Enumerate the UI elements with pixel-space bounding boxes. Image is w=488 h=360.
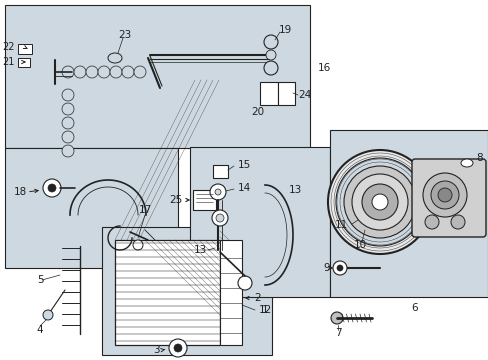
Circle shape [48, 184, 56, 192]
Circle shape [174, 344, 182, 352]
Circle shape [110, 66, 122, 78]
Circle shape [336, 265, 342, 271]
Text: 4: 4 [37, 325, 43, 335]
Circle shape [422, 173, 466, 217]
Circle shape [133, 240, 142, 250]
Bar [5, 5, 309, 148]
Circle shape [212, 210, 227, 226]
Circle shape [424, 215, 438, 229]
Circle shape [264, 35, 278, 49]
Circle shape [43, 179, 61, 197]
Text: 2: 2 [253, 293, 260, 303]
Text: 20: 20 [251, 107, 264, 117]
Circle shape [238, 276, 251, 290]
Circle shape [335, 158, 423, 246]
Text: 9: 9 [323, 263, 329, 273]
Ellipse shape [108, 53, 122, 63]
Bar [115, 240, 220, 345]
Circle shape [351, 174, 407, 230]
Text: 24: 24 [297, 90, 311, 100]
Text: 13: 13 [288, 185, 301, 195]
Circle shape [62, 131, 74, 143]
Text: 7: 7 [334, 328, 341, 338]
Text: 21: 21 [2, 57, 15, 67]
Bar [329, 130, 487, 297]
Text: 12: 12 [258, 305, 271, 315]
Text: 14: 14 [238, 183, 251, 193]
Bar [278, 82, 294, 105]
Text: 5: 5 [37, 275, 43, 285]
Circle shape [74, 66, 86, 78]
Text: 22: 22 [2, 42, 15, 52]
Circle shape [437, 188, 451, 202]
Text: 18: 18 [14, 187, 27, 197]
Text: 10: 10 [353, 240, 366, 250]
Text: 15: 15 [238, 160, 251, 170]
Text: 17: 17 [138, 205, 151, 215]
Text: 25: 25 [169, 195, 183, 205]
Bar [260, 82, 278, 105]
Circle shape [430, 181, 458, 209]
Text: 8: 8 [475, 153, 482, 163]
Circle shape [361, 184, 397, 220]
Text: 11: 11 [334, 220, 347, 230]
Bar [5, 148, 178, 268]
Circle shape [332, 261, 346, 275]
Ellipse shape [460, 159, 472, 167]
Bar [220, 240, 242, 345]
Bar [102, 227, 271, 355]
Bar [18, 58, 30, 67]
Text: 3: 3 [153, 345, 160, 355]
Circle shape [371, 194, 387, 210]
Text: 23: 23 [118, 30, 131, 40]
Circle shape [265, 50, 275, 60]
Circle shape [43, 310, 53, 320]
Circle shape [62, 117, 74, 129]
FancyBboxPatch shape [411, 159, 485, 237]
Circle shape [169, 339, 186, 357]
Circle shape [62, 145, 74, 157]
Bar [190, 147, 329, 297]
Circle shape [122, 66, 134, 78]
Circle shape [450, 215, 464, 229]
Circle shape [86, 66, 98, 78]
Text: 19: 19 [278, 25, 291, 35]
Bar [213, 165, 227, 178]
Circle shape [264, 61, 278, 75]
Circle shape [134, 66, 146, 78]
Circle shape [62, 103, 74, 115]
Circle shape [215, 189, 221, 195]
Circle shape [330, 312, 342, 324]
Circle shape [327, 150, 431, 254]
Text: 6: 6 [411, 303, 417, 313]
Circle shape [216, 214, 224, 222]
Text: 16: 16 [317, 63, 330, 73]
Circle shape [62, 89, 74, 101]
Circle shape [209, 184, 225, 200]
Bar [18, 44, 32, 54]
Circle shape [62, 66, 74, 78]
Text: 13: 13 [193, 245, 206, 255]
Text: 1: 1 [262, 305, 268, 315]
Circle shape [98, 66, 110, 78]
Bar [193, 190, 216, 210]
Circle shape [343, 166, 415, 238]
